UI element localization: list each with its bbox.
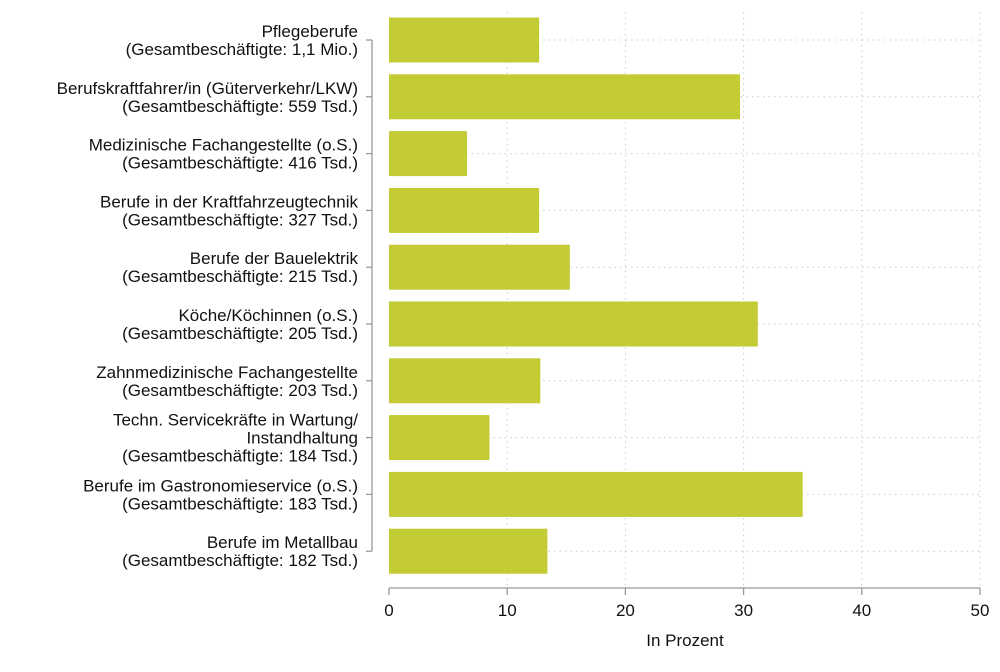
y-tick-label: (Gesamtbeschäftigte: 416 Tsd.) [122,154,358,173]
y-axis: Pflegeberufe(Gesamtbeschäftigte: 1,1 Mio… [57,22,373,570]
bar [389,187,540,233]
y-tick-label: (Gesamtbeschäftigte: 1,1 Mio.) [126,40,358,59]
x-tick-label: 10 [498,601,517,620]
y-tick-label: Instandhaltung [246,429,358,448]
bar [389,358,541,404]
bars [389,17,803,574]
y-tick-label: (Gesamtbeschäftigte: 559 Tsd.) [122,97,358,116]
x-tick-label: 0 [384,601,393,620]
bar [389,471,803,517]
y-tick-label: Köche/Köchinnen (o.S.) [178,306,358,325]
y-tick-label: Berufe in der Kraftfahrzeugtechnik [100,192,358,211]
y-tick-label: Pflegeberufe [262,22,358,41]
y-tick-label: Berufe der Bauelektrik [190,249,359,268]
x-tick-label: 20 [616,601,635,620]
y-tick-label: Berufskraftfahrer/in (Güterverkehr/LKW) [57,79,358,98]
y-tick-label: (Gesamtbeschäftigte: 182 Tsd.) [122,551,358,570]
y-tick-label: Berufe im Gastronomieservice (o.S.) [83,476,358,495]
y-tick-label: Berufe im Metallbau [207,533,358,552]
bar [389,131,468,177]
x-tick-label: 30 [734,601,753,620]
y-tick-label: (Gesamtbeschäftigte: 205 Tsd.) [122,324,358,343]
bar [389,415,490,461]
x-axis: 0 10 20 30 40 50 [384,587,990,620]
bar [389,74,741,120]
x-axis-label: In Prozent [646,631,724,650]
y-tick-label: (Gesamtbeschäftigte: 203 Tsd.) [122,381,358,400]
y-tick-label: (Gesamtbeschäftigte: 215 Tsd.) [122,267,358,286]
y-tick-label: Techn. Servicekräfte in Wartung/ [113,411,358,430]
y-tick-label: Zahnmedizinische Fachangestellte [96,363,358,382]
bar [389,528,548,574]
bar [389,244,570,290]
y-tick-label: (Gesamtbeschäftigte: 183 Tsd.) [122,494,358,513]
x-tick-label: 50 [971,601,990,620]
x-tick-label: 40 [852,601,871,620]
y-tick-label: Medizinische Fachangestellte (o.S.) [89,136,358,155]
bar [389,17,540,63]
bar [389,301,758,347]
y-tick-label: (Gesamtbeschäftigte: 327 Tsd.) [122,210,358,229]
y-tick-label: (Gesamtbeschäftigte: 184 Tsd.) [122,447,358,466]
